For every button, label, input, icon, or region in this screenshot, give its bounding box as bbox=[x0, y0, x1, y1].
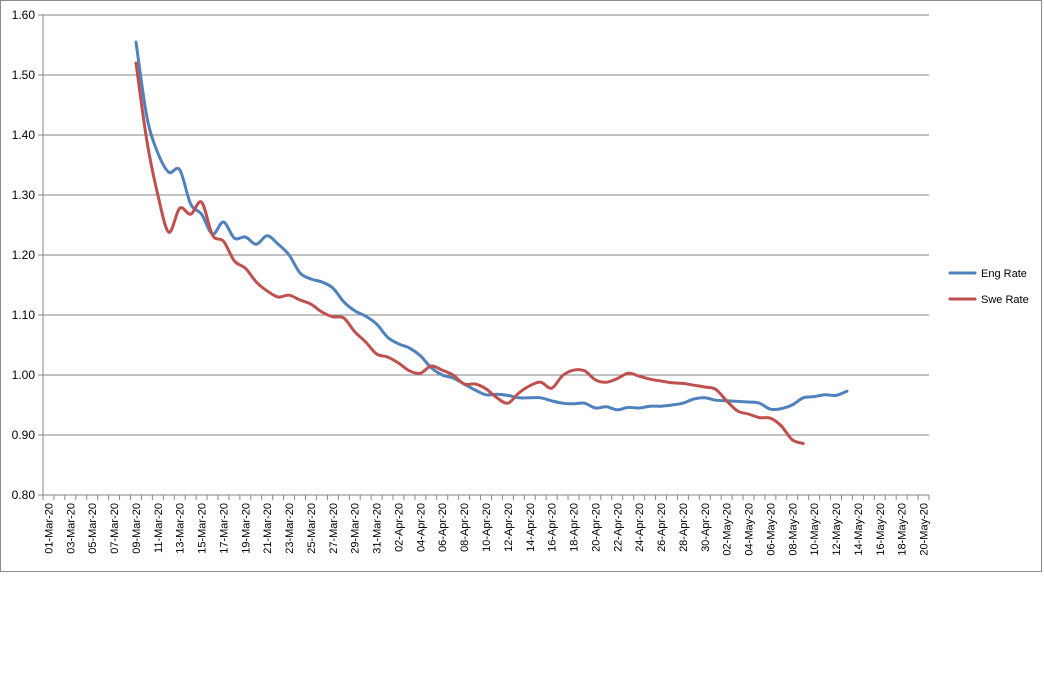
x-tick-label: 23-Mar-20 bbox=[284, 503, 296, 554]
x-tick-label: 15-Mar-20 bbox=[197, 503, 209, 554]
y-tick-label: 1.50 bbox=[12, 68, 36, 82]
x-tick-label: 25-Mar-20 bbox=[306, 503, 318, 554]
x-tick-label: 16-Apr-20 bbox=[547, 503, 559, 552]
x-tick-label: 20-Apr-20 bbox=[590, 503, 602, 552]
x-tick-label: 26-Apr-20 bbox=[656, 503, 668, 552]
y-tick-label: 1.10 bbox=[12, 308, 36, 322]
y-tick-label: 1.30 bbox=[12, 188, 36, 202]
x-tick-label: 03-Mar-20 bbox=[65, 503, 77, 554]
x-tick-label: 14-Apr-20 bbox=[525, 503, 537, 552]
x-tick-label: 16-May-20 bbox=[875, 503, 887, 556]
series-line-eng-rate bbox=[134, 40, 849, 412]
axes: 0.80 0.90 1.00 1.10 1.20 1.30 1.40 1.50 1.60 01-M… bbox=[12, 8, 931, 556]
x-tick-label: 22-Apr-20 bbox=[612, 503, 624, 552]
x-tick-label: 08-Apr-20 bbox=[459, 503, 471, 552]
chart-area: 0.80 0.90 1.00 1.10 1.20 1.30 1.40 1.50 1.60 01-M… bbox=[0, 0, 1042, 572]
x-tick-label: 18-Apr-20 bbox=[569, 503, 581, 552]
x-tick-label: 01-Mar-20 bbox=[43, 503, 55, 554]
x-tick-label: 27-Mar-20 bbox=[328, 503, 340, 554]
series-lines bbox=[134, 40, 849, 445]
x-tick-label: 14-May-20 bbox=[853, 503, 865, 556]
x-tick-label: 21-Mar-20 bbox=[262, 503, 274, 554]
legend-label: Swe Rate bbox=[981, 294, 1029, 306]
x-tick-label: 06-Apr-20 bbox=[437, 503, 449, 552]
y-tick-label: 1.60 bbox=[12, 8, 36, 22]
gridlines bbox=[43, 14, 929, 436]
y-tick-label: 0.80 bbox=[12, 488, 36, 502]
x-tick-label: 10-Apr-20 bbox=[481, 503, 493, 552]
legend: Eng Rate Swe Rate bbox=[948, 268, 1029, 306]
x-tick-label: 31-Mar-20 bbox=[372, 503, 384, 554]
y-tick-label: 0.90 bbox=[12, 428, 36, 442]
y-tick-label: 1.40 bbox=[12, 128, 36, 142]
x-tick-label: 29-Mar-20 bbox=[350, 503, 362, 554]
x-tick-label: 24-Apr-20 bbox=[634, 503, 646, 552]
legend-label: Eng Rate bbox=[981, 268, 1027, 280]
line-chart: 0.80 0.90 1.00 1.10 1.20 1.30 1.40 1.50 1.60 01-M… bbox=[12, 8, 1029, 556]
x-tick-label: 19-Mar-20 bbox=[240, 503, 252, 554]
x-tick-label: 06-May-20 bbox=[765, 503, 777, 556]
y-tick-label: 1.20 bbox=[12, 248, 36, 262]
x-tick-label: 08-May-20 bbox=[787, 503, 799, 556]
x-tick-label: 12-May-20 bbox=[831, 503, 843, 556]
series-line-swe-rate bbox=[134, 61, 805, 445]
x-tick-label: 02-May-20 bbox=[722, 503, 734, 556]
x-tick-label: 28-Apr-20 bbox=[678, 503, 690, 552]
x-tick-label: 07-Mar-20 bbox=[109, 503, 121, 554]
x-tick-label: 20-May-20 bbox=[919, 503, 931, 556]
x-tick-label: 10-May-20 bbox=[809, 503, 821, 556]
x-tick-label: 13-Mar-20 bbox=[175, 503, 187, 554]
x-tick-label: 02-Apr-20 bbox=[393, 503, 405, 552]
x-tick-label: 18-May-20 bbox=[897, 503, 909, 556]
x-tick-label: 17-Mar-20 bbox=[218, 503, 230, 554]
x-tick-label: 30-Apr-20 bbox=[700, 503, 712, 552]
x-tick-label: 04-Apr-20 bbox=[415, 503, 427, 552]
x-tick-label: 11-Mar-20 bbox=[153, 503, 165, 553]
x-tick-label: 12-Apr-20 bbox=[503, 503, 515, 552]
x-tick-label: 05-Mar-20 bbox=[87, 503, 99, 554]
x-tick-label: 09-Mar-20 bbox=[131, 503, 143, 554]
x-tick-label: 04-May-20 bbox=[744, 503, 756, 556]
y-tick-label: 1.00 bbox=[12, 368, 36, 382]
